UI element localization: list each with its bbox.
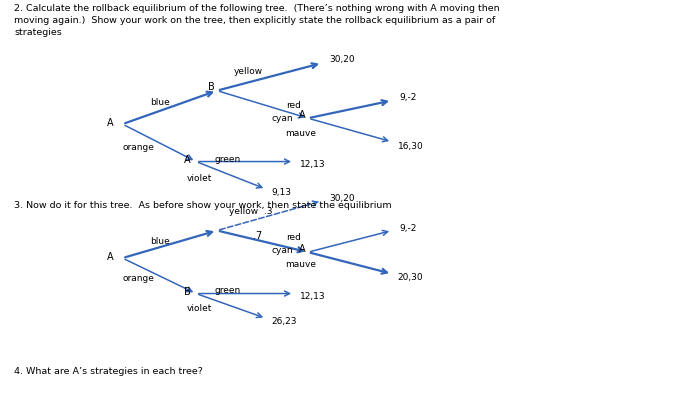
- Text: 30,20: 30,20: [329, 56, 355, 64]
- Text: .7: .7: [253, 230, 262, 241]
- Text: mauve: mauve: [286, 260, 316, 269]
- Text: 9,-2: 9,-2: [399, 224, 416, 233]
- Text: green: green: [214, 155, 241, 164]
- Text: orange: orange: [122, 143, 155, 152]
- Text: 12,13: 12,13: [300, 292, 326, 301]
- Text: mauve: mauve: [286, 129, 316, 138]
- Text: violet: violet: [187, 174, 212, 183]
- Text: yellow: yellow: [234, 67, 263, 76]
- Text: 16,30: 16,30: [398, 142, 424, 151]
- Text: 4. What are A’s strategies in each tree?: 4. What are A’s strategies in each tree?: [14, 367, 203, 376]
- Text: A: A: [299, 110, 306, 121]
- Text: green: green: [214, 286, 241, 295]
- Text: 3. Now do it for this tree.  As before show your work, then state the equilibriu: 3. Now do it for this tree. As before sh…: [14, 201, 391, 210]
- Text: A: A: [184, 154, 191, 165]
- Text: A: A: [299, 244, 306, 255]
- Text: 30,20: 30,20: [329, 194, 355, 203]
- Text: cyan: cyan: [272, 115, 293, 123]
- Text: yellow  .3: yellow .3: [229, 208, 272, 216]
- Text: B: B: [208, 82, 215, 93]
- Text: A: A: [107, 252, 114, 262]
- Text: orange: orange: [122, 275, 155, 283]
- Text: 9,13: 9,13: [272, 188, 292, 197]
- Text: A: A: [107, 118, 114, 128]
- Text: red: red: [286, 101, 302, 110]
- Text: blue: blue: [150, 98, 169, 107]
- Text: red: red: [286, 233, 302, 242]
- Text: cyan: cyan: [272, 246, 293, 255]
- Text: 12,13: 12,13: [300, 160, 326, 169]
- Text: 2. Calculate the rollback equilibrium of the following tree.  (There’s nothing w: 2. Calculate the rollback equilibrium of…: [14, 4, 500, 37]
- Text: violet: violet: [187, 304, 212, 312]
- Text: blue: blue: [150, 237, 169, 245]
- Text: B: B: [184, 287, 191, 297]
- Text: 26,23: 26,23: [272, 318, 297, 326]
- Text: 20,30: 20,30: [398, 273, 424, 282]
- Text: 9,-2: 9,-2: [399, 93, 416, 102]
